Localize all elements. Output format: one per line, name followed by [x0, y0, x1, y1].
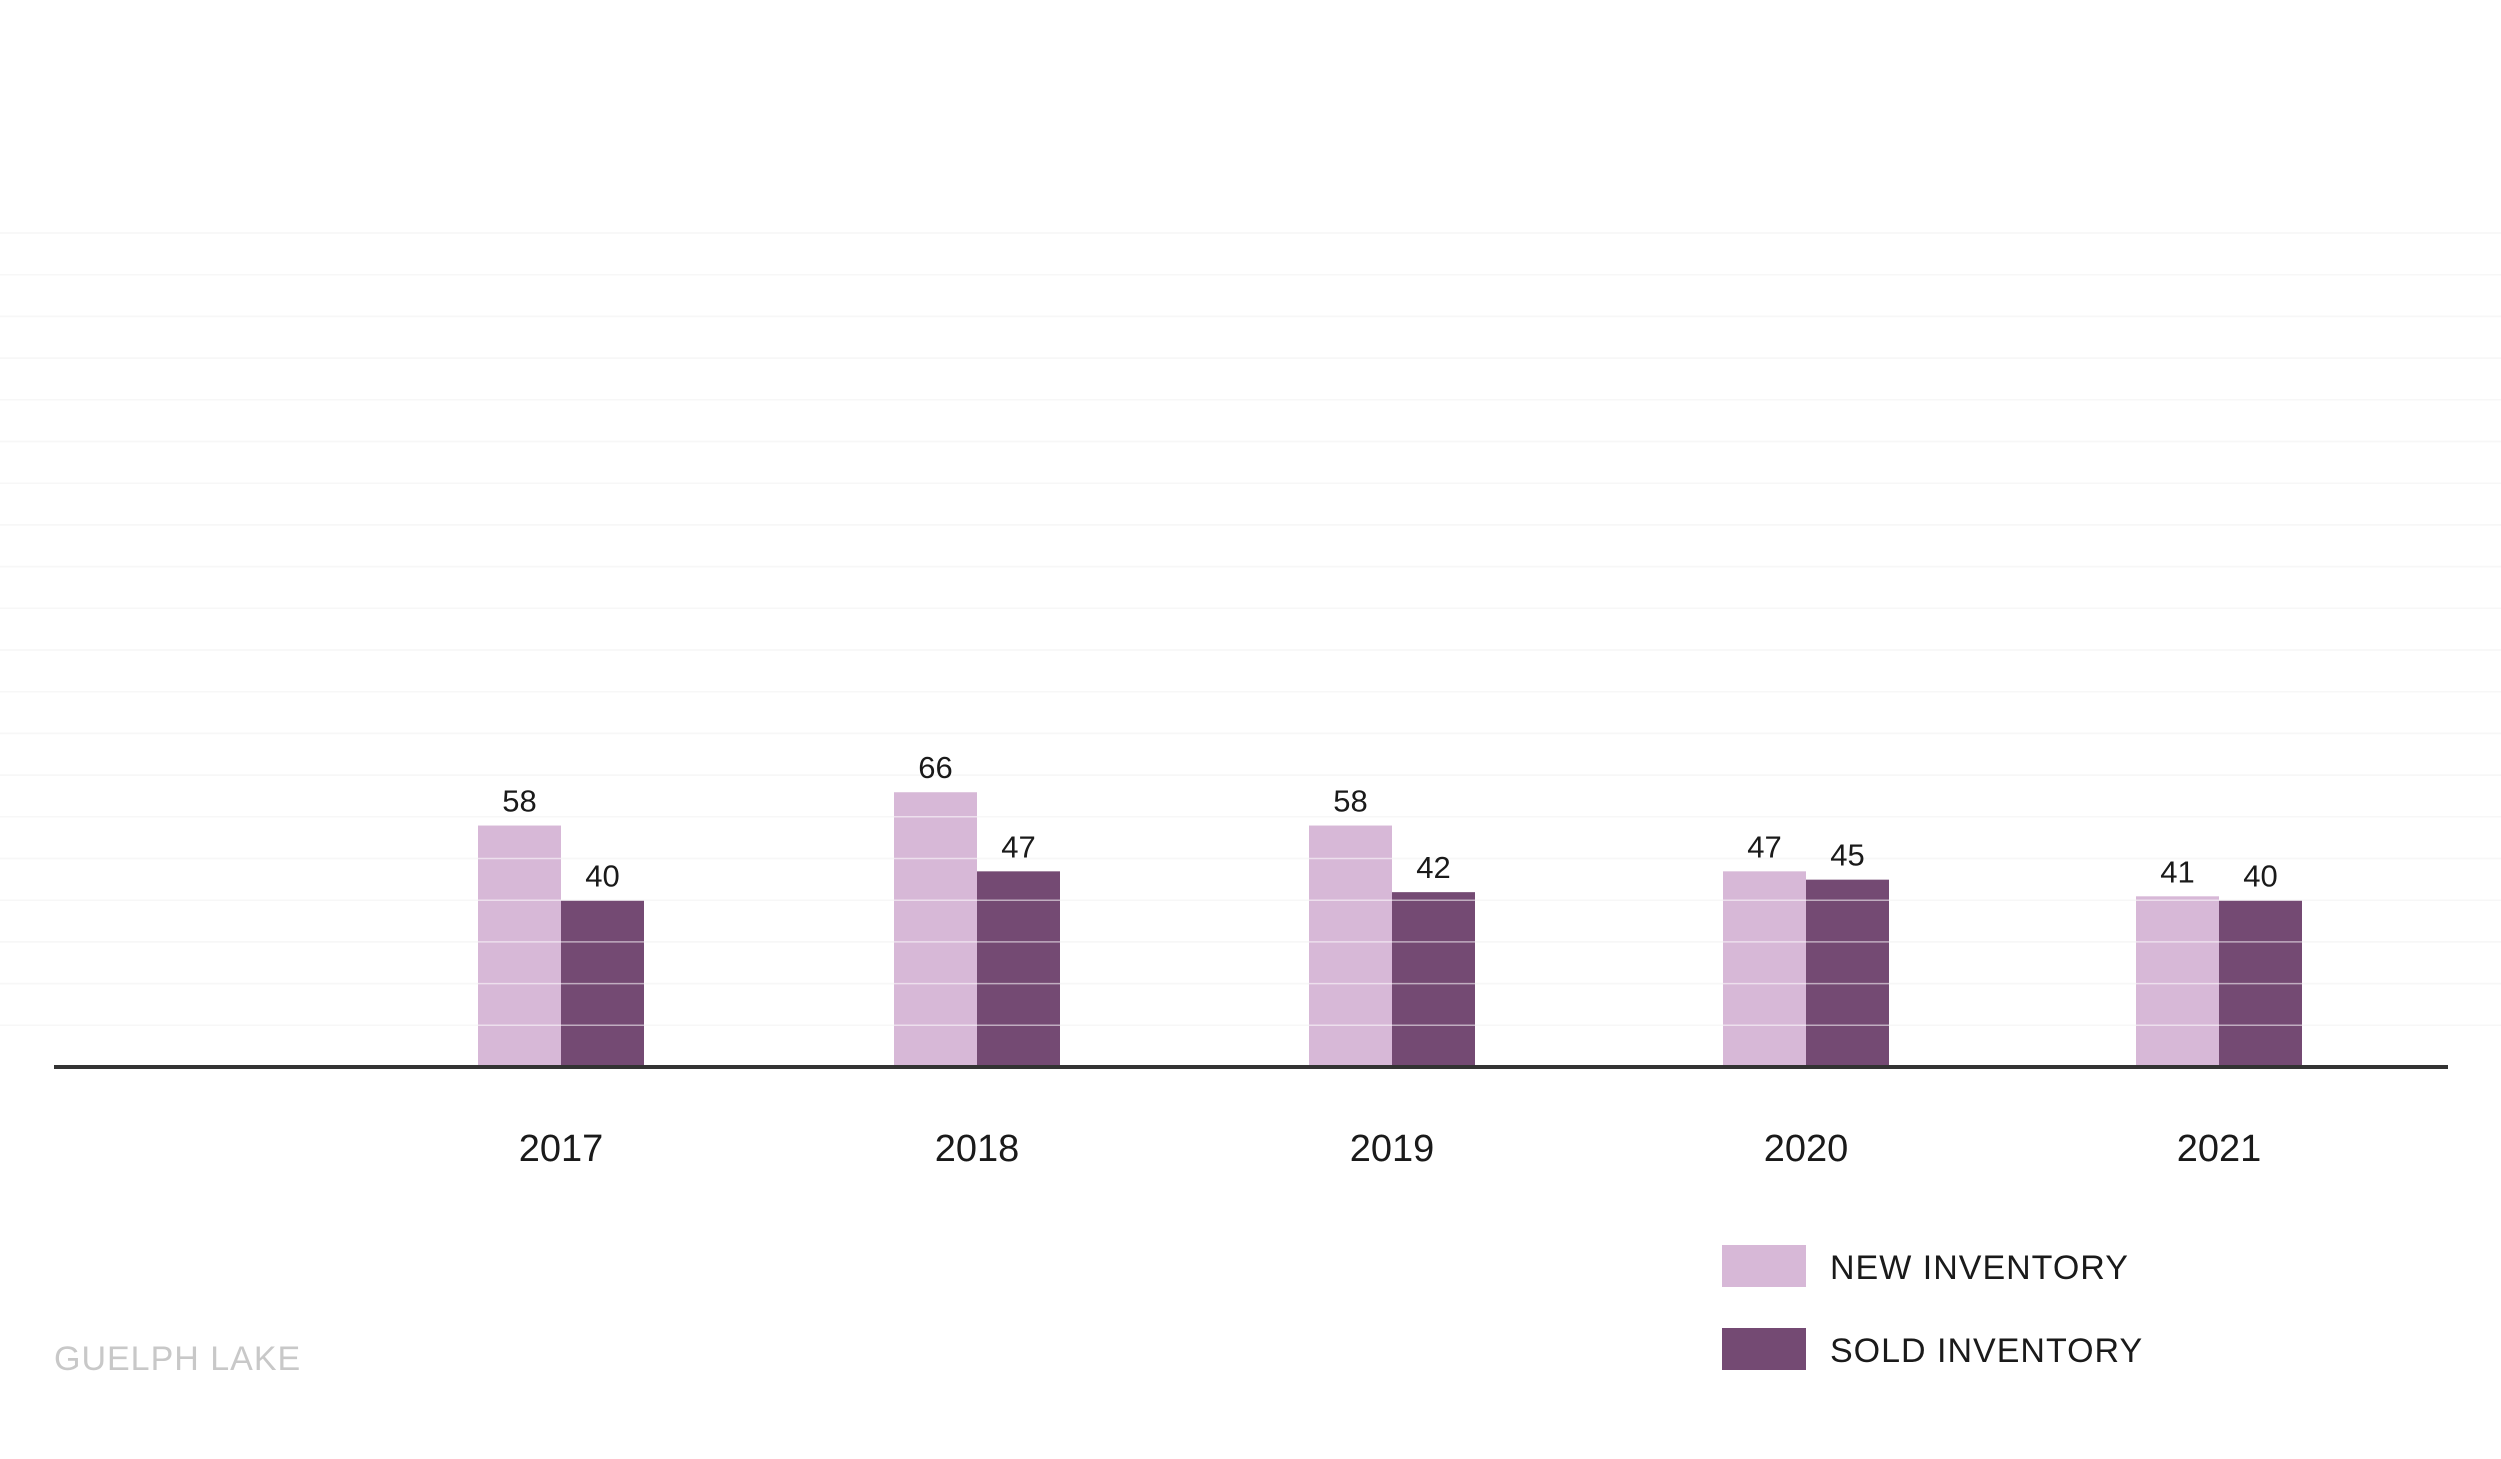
- legend-swatch-new: [1722, 1245, 1806, 1287]
- data-label-new-2021: 41: [2160, 854, 2194, 889]
- data-label-sold-2019: 42: [1416, 850, 1450, 885]
- bar-new-2020: [1723, 871, 1806, 1067]
- data-label-new-2017: 58: [502, 784, 536, 819]
- bar-sold-2020: [1806, 879, 1889, 1067]
- bar-new-2018: [894, 792, 977, 1067]
- bar-sold-2018: [977, 871, 1060, 1067]
- data-label-sold-2018: 47: [1001, 829, 1035, 864]
- x-tick-labels: 2017 2018 2019 2020 2021: [519, 1128, 2262, 1170]
- bar-sold-2019: [1392, 892, 1475, 1067]
- bar-grid-overlay: [0, 232, 2501, 1027]
- legend-label-sold: SOLD INVENTORY: [1830, 1332, 2143, 1370]
- x-tick-label-2017: 2017: [519, 1128, 604, 1170]
- data-label-new-2020: 47: [1747, 829, 1781, 864]
- gridlines: [0, 232, 2501, 1027]
- legend-label-new: NEW INVENTORY: [1830, 1249, 2129, 1287]
- data-label-new-2019: 58: [1333, 784, 1367, 819]
- data-labels: 58 40 66 47 58 42 47 45 41 40: [502, 750, 2277, 893]
- data-label-sold-2020: 45: [1830, 838, 1864, 873]
- data-label-sold-2017: 40: [585, 858, 619, 893]
- footer-label: GUELPH LAKE: [54, 1340, 301, 1378]
- x-tick-label-2020: 2020: [1764, 1128, 1849, 1170]
- bar-new-2021: [2136, 896, 2219, 1067]
- x-tick-label-2019: 2019: [1350, 1128, 1435, 1170]
- legend-swatch-sold: [1722, 1328, 1806, 1370]
- data-label-new-2018: 66: [918, 750, 952, 785]
- bar-new-2017: [478, 825, 561, 1067]
- bar-new-2019: [1309, 825, 1392, 1067]
- legend: NEW INVENTORY SOLD INVENTORY: [1722, 1245, 2143, 1370]
- data-label-sold-2021: 40: [2243, 858, 2277, 893]
- x-tick-label-2021: 2021: [2177, 1128, 2262, 1170]
- x-tick-label-2018: 2018: [935, 1128, 1020, 1170]
